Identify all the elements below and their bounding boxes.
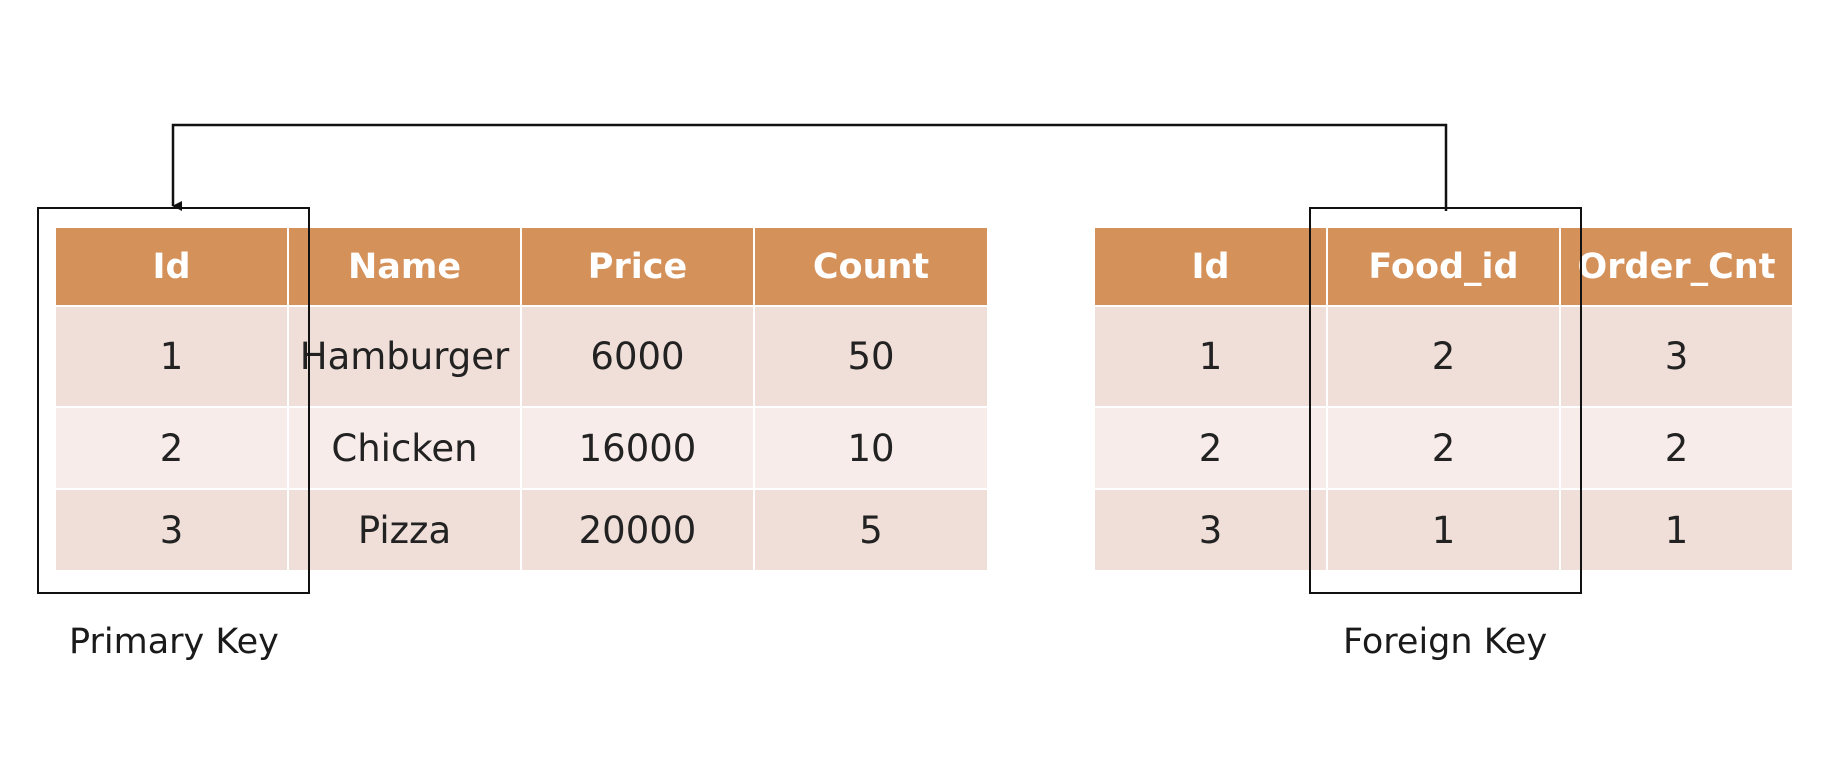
primary-key-label: Primary Key [69, 622, 279, 662]
order-cell-food-id: 1 [1326, 488, 1561, 572]
order-header-order-cnt: Order_Cnt [1559, 226, 1794, 307]
order-cell-order-cnt: 3 [1559, 305, 1794, 408]
food-table-header-row: Id Name Price Count [54, 226, 989, 307]
order-table: Id Food_id Order_Cnt 1 2 3 2 2 2 3 1 1 [1093, 226, 1794, 572]
food-table: Id Name Price Count 1 Hamburger 6000 50 … [54, 226, 989, 572]
table-row: 2 2 2 [1093, 406, 1794, 490]
relation-line [171, 123, 1448, 211]
food-cell-count: 5 [753, 488, 989, 572]
order-cell-order-cnt: 1 [1559, 488, 1794, 572]
food-header-name: Name [287, 226, 522, 307]
order-cell-order-cnt: 2 [1559, 406, 1794, 490]
order-table-header-row: Id Food_id Order_Cnt [1093, 226, 1794, 307]
food-header-count: Count [753, 226, 989, 307]
table-row: 2 Chicken 16000 10 [54, 406, 989, 490]
food-cell-count: 50 [753, 305, 989, 408]
table-row: 1 2 3 [1093, 305, 1794, 408]
food-cell-price: 6000 [520, 305, 755, 408]
foreign-key-label: Foreign Key [1343, 622, 1548, 662]
food-cell-name: Hamburger [287, 305, 522, 408]
table-row: 3 1 1 [1093, 488, 1794, 572]
order-cell-id: 1 [1093, 305, 1328, 408]
food-cell-id: 2 [54, 406, 289, 490]
order-cell-food-id: 2 [1326, 305, 1561, 408]
food-header-id: Id [54, 226, 289, 307]
food-cell-count: 10 [753, 406, 989, 490]
food-cell-id: 1 [54, 305, 289, 408]
food-header-price: Price [520, 226, 755, 307]
food-cell-name: Pizza [287, 488, 522, 572]
table-row: 1 Hamburger 6000 50 [54, 305, 989, 408]
food-cell-id: 3 [54, 488, 289, 572]
table-row: 3 Pizza 20000 5 [54, 488, 989, 572]
order-header-food-id: Food_id [1326, 226, 1561, 307]
order-cell-food-id: 2 [1326, 406, 1561, 490]
order-cell-id: 3 [1093, 488, 1328, 572]
food-cell-price: 16000 [520, 406, 755, 490]
order-header-id: Id [1093, 226, 1328, 307]
food-cell-price: 20000 [520, 488, 755, 572]
food-cell-name: Chicken [287, 406, 522, 490]
order-cell-id: 2 [1093, 406, 1328, 490]
